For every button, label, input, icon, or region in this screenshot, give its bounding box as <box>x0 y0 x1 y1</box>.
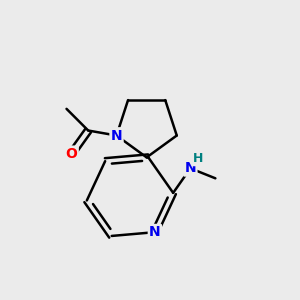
Text: O: O <box>66 147 77 161</box>
Text: N: N <box>184 161 196 175</box>
Text: N: N <box>111 128 122 142</box>
Text: H: H <box>193 152 203 166</box>
Text: N: N <box>149 225 161 239</box>
